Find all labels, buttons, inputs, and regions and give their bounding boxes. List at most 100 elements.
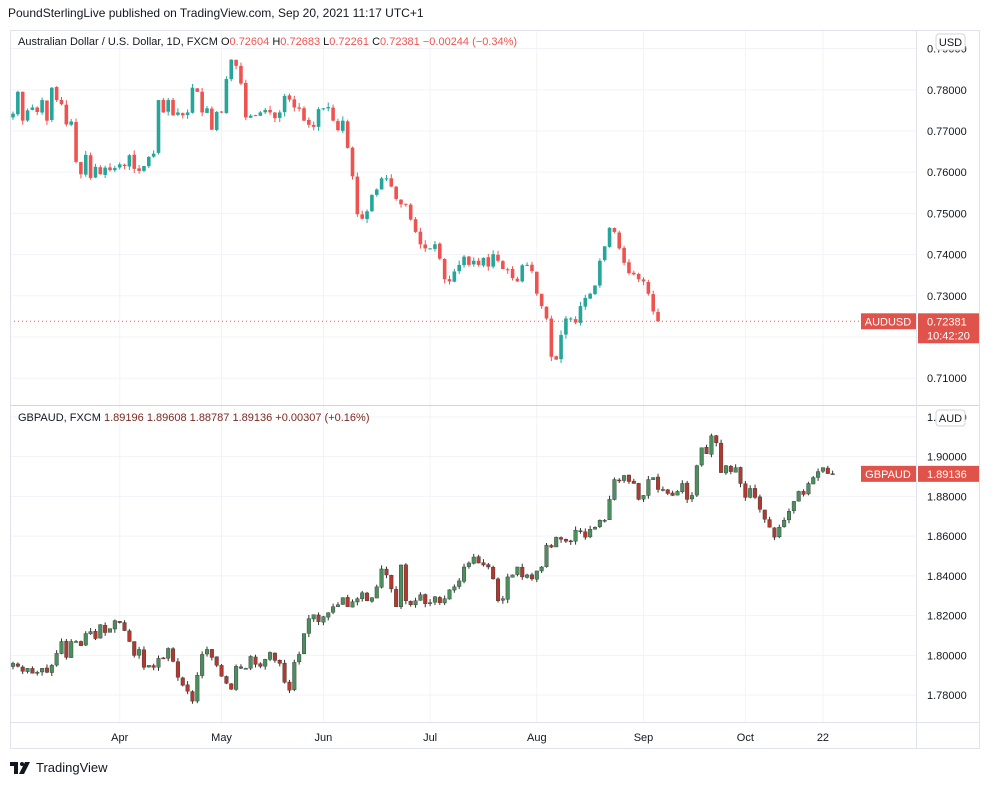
candle-body: [656, 476, 661, 490]
candle-body: [98, 624, 103, 639]
candle-body: [103, 625, 108, 633]
candle-body: [316, 614, 321, 622]
candle-body: [365, 592, 370, 601]
x-tick-label: Jul: [423, 732, 437, 744]
candle-body: [612, 228, 617, 232]
candle-body: [578, 306, 583, 323]
candle-body: [442, 598, 447, 604]
candle-body: [714, 435, 719, 443]
candle-body: [166, 648, 171, 659]
candle-body: [457, 264, 461, 272]
candle-body: [40, 100, 44, 113]
candle-body: [651, 477, 656, 480]
candle-body: [69, 641, 74, 658]
candle-body: [321, 616, 326, 623]
candle-body: [219, 111, 224, 113]
candle-body: [452, 586, 457, 591]
gbpaud-price-label: GBPAUD 1.89136: [861, 465, 979, 482]
candle-body: [505, 576, 510, 600]
candle-body: [98, 167, 103, 175]
candle-body: [491, 254, 495, 267]
legend-c-label: C: [372, 36, 380, 48]
candle-body: [253, 656, 258, 665]
candle-body: [403, 564, 408, 601]
candle-body: [214, 112, 219, 130]
candle-body: [45, 100, 49, 121]
candle-body: [564, 318, 568, 335]
candle-body: [369, 597, 374, 602]
candle-body: [782, 520, 787, 527]
legend-close: 0.72381: [380, 36, 423, 48]
candle-body: [93, 631, 98, 639]
legend-title: GBPAUD, FXCM: [18, 412, 104, 424]
candle-body: [510, 268, 515, 279]
tradingview-footer[interactable]: TradingView: [10, 760, 108, 775]
legend-l-label: L: [323, 36, 329, 48]
candle-body: [496, 254, 500, 261]
candle-body: [598, 260, 602, 286]
candle-body: [282, 662, 287, 683]
candle-body: [273, 112, 277, 119]
candle-body: [632, 272, 636, 275]
candle-body: [777, 527, 782, 538]
candle-body: [229, 683, 234, 690]
candle-body: [787, 511, 792, 521]
candle-body: [147, 156, 151, 167]
candle-body: [535, 271, 539, 294]
candle-body: [699, 447, 704, 466]
candle-body: [544, 306, 549, 319]
candle-body: [481, 562, 486, 566]
candle-body: [723, 465, 728, 474]
candle-body: [277, 112, 282, 118]
grid: [10, 30, 916, 722]
candle-body: [141, 649, 146, 668]
candle-body: [146, 665, 151, 668]
candle-body: [54, 653, 59, 666]
candle-body: [583, 297, 588, 307]
candle-body: [15, 663, 20, 667]
candle-body: [588, 529, 593, 538]
candle-body: [772, 527, 777, 538]
candle-body: [171, 648, 176, 662]
candle-body: [35, 107, 40, 113]
candle-body: [578, 530, 583, 532]
y-tick-label: 1.88000: [927, 491, 967, 503]
candle-body: [467, 256, 471, 265]
labels: Australian Dollar / U.S. Dollar, 1D, FXC…: [18, 33, 979, 482]
candle-body: [612, 479, 617, 500]
candle-body: [617, 232, 622, 249]
candle-body: [438, 243, 442, 259]
candle-body: [641, 279, 646, 282]
candle-body: [355, 598, 360, 603]
candle-body: [471, 556, 476, 564]
chart-frame: [10, 30, 980, 749]
candle-body: [156, 100, 161, 153]
published-caption: PoundSterlingLive published on TradingVi…: [8, 6, 424, 20]
candle-body: [665, 489, 670, 494]
audusd-price-label: AUDUSD 0.72381 10:42:20: [861, 313, 979, 344]
candle-body: [374, 189, 379, 195]
candle-body: [791, 501, 796, 511]
candle-body: [447, 279, 452, 282]
usd-badge: USD: [935, 33, 966, 51]
y-tick-label: 0.73000: [927, 291, 967, 303]
candle-body: [573, 530, 578, 542]
candle-body: [656, 311, 660, 322]
candle-body: [418, 594, 423, 601]
candle-body: [195, 675, 200, 702]
candle-body: [433, 244, 437, 249]
y-tick-label: 0.76000: [927, 167, 967, 179]
candle-body: [520, 567, 525, 578]
candle-body: [515, 278, 520, 282]
candle-body: [510, 574, 515, 578]
candle-body: [83, 633, 88, 646]
candle-body: [345, 121, 350, 148]
candle-body: [486, 257, 491, 267]
candle-body: [554, 536, 559, 548]
candle-body: [321, 108, 326, 110]
audusd-candles: [11, 59, 660, 363]
candle-body: [476, 260, 481, 265]
badge-text: USD: [939, 37, 962, 49]
candle-body: [530, 264, 534, 272]
